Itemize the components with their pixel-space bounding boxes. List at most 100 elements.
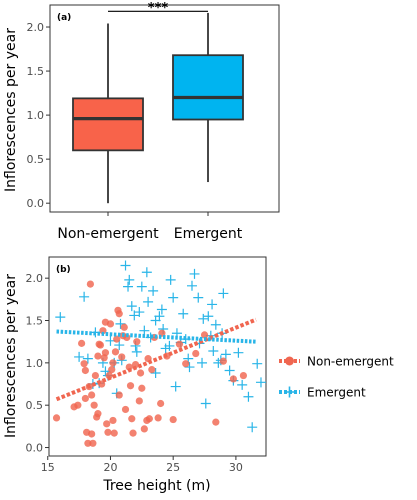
non-emergent-point: [200, 331, 209, 339]
non-emergent-point: [86, 280, 94, 288]
emergent-point: [148, 285, 159, 296]
emergent-point: [123, 281, 134, 292]
emergent-point: [207, 299, 218, 310]
non-emergent-point: [81, 394, 89, 403]
panel-a-boxes: [72, 12, 244, 204]
non-emergent-point: [110, 429, 118, 437]
non-emergent-point: [229, 375, 237, 383]
panel-a-y-axis: 0.0 0.5 1.0 1.5 2.0: [27, 21, 50, 210]
emergent-point: [189, 268, 200, 279]
non-emergent-point: [99, 327, 107, 335]
non-emergent-point: [135, 397, 143, 405]
x-tick-label: 25: [166, 461, 180, 474]
emergent-point: [141, 267, 152, 278]
emergent-point: [131, 346, 142, 357]
non-emergent-point: [74, 401, 82, 409]
non-emergent-point: [133, 338, 141, 346]
non-emergent-point: [89, 439, 97, 447]
panel-a-boxplot: (a) 0.0 0.5 1.0 1.5 2.0 Non-emergent Emergent…: [3, 1, 280, 242]
panel-b-y-axis-title: Inflorescences per year: [3, 274, 19, 438]
non-emergent-point: [84, 439, 92, 447]
panel-b-y-axis: 0.0 0.5 1.0 1.5 2.0: [26, 272, 49, 455]
non-emergent-point: [94, 352, 102, 360]
non-emergent-point: [111, 348, 120, 356]
emergent-point: [165, 274, 176, 285]
non-emergent-point: [103, 420, 111, 428]
non-emergent-point: [90, 401, 98, 409]
box-iqr: [172, 54, 244, 121]
non-emergent-point: [106, 320, 115, 328]
non-emergent-point: [219, 357, 227, 365]
non-emergent-point: [182, 360, 190, 368]
emergent-point: [55, 312, 66, 323]
emergent-point: [220, 349, 231, 360]
emergent-point: [134, 307, 145, 318]
y-tick-label: 0.0: [26, 442, 44, 455]
non-emergent-point: [101, 349, 110, 357]
legend-non-emergent-marker: [285, 356, 294, 366]
non-emergent-point: [81, 366, 89, 375]
emergent-point: [114, 340, 125, 351]
legend-non-emergent-label: Non-emergent: [307, 355, 394, 369]
non-emergent-trend-line: [55, 317, 257, 402]
y-tick-label: 0.5: [27, 153, 45, 166]
panel-a-y-axis-title: Inflorescences per year: [3, 28, 19, 192]
emergent-point: [124, 274, 135, 285]
emergent-point: [170, 381, 181, 392]
x-category-label: Non-emergent: [57, 226, 159, 242]
box-iqr: [72, 97, 144, 152]
emergent-point: [224, 365, 235, 376]
non-emergent-point: [88, 391, 96, 399]
non-emergent-point: [129, 429, 137, 437]
non-emergent-point: [239, 371, 248, 380]
non-emergent-point: [96, 341, 105, 349]
non-emergent-point: [157, 399, 165, 408]
emergent-point: [255, 377, 266, 388]
panel-b-x-axis-title: Tree height (m): [102, 478, 210, 494]
non-emergent-point: [136, 369, 145, 377]
non-emergent-point: [118, 353, 126, 361]
legend-emergent-label: Emergent: [307, 386, 366, 400]
non-emergent-point: [113, 335, 121, 343]
emergent-trend-line: [56, 329, 257, 344]
non-emergent-point: [52, 414, 61, 422]
x-tick-label: 30: [229, 461, 243, 474]
y-tick-label: 1.5: [27, 65, 45, 78]
emergent-point: [126, 301, 137, 312]
non-emergent-point: [115, 391, 123, 399]
emergent-point: [154, 311, 165, 322]
emergent-point: [237, 379, 248, 390]
y-tick-label: 1.0: [26, 357, 44, 370]
non-emergent-point: [126, 382, 135, 390]
legend: Non-emergent Emergent: [279, 355, 394, 400]
non-emergent-point: [88, 430, 96, 438]
emergent-point: [203, 311, 214, 322]
emergent-point: [197, 357, 208, 368]
non-emergent-point: [91, 371, 100, 380]
non-emergent-point: [80, 360, 88, 368]
emergent-point: [74, 351, 85, 362]
emergent-point: [168, 292, 179, 303]
emergent-point: [120, 260, 131, 271]
panel-a-x-axis: Non-emergent Emergent: [57, 212, 243, 242]
emergent-point: [208, 345, 219, 356]
panel-b-plot-frame: [48, 256, 267, 457]
non-emergent-point: [120, 323, 128, 331]
emergent-point: [164, 340, 175, 351]
y-tick-label: 1.5: [26, 315, 44, 328]
x-tick-label: 20: [103, 461, 117, 474]
non-emergent-point: [212, 418, 220, 426]
non-emergent-point: [104, 428, 112, 436]
emergent-point: [79, 291, 90, 302]
panel-b-trend-lines: [55, 317, 257, 402]
non-emergent-point: [128, 415, 136, 423]
non-emergent-point: [121, 405, 130, 414]
non-emergent-point: [115, 310, 123, 318]
x-tick-label: 15: [41, 461, 55, 474]
y-tick-label: 2.0: [26, 272, 44, 285]
non-emergent-point: [78, 339, 86, 347]
non-emergent-point: [140, 425, 148, 433]
y-tick-label: 1.0: [27, 109, 45, 122]
emergent-point: [218, 288, 229, 299]
